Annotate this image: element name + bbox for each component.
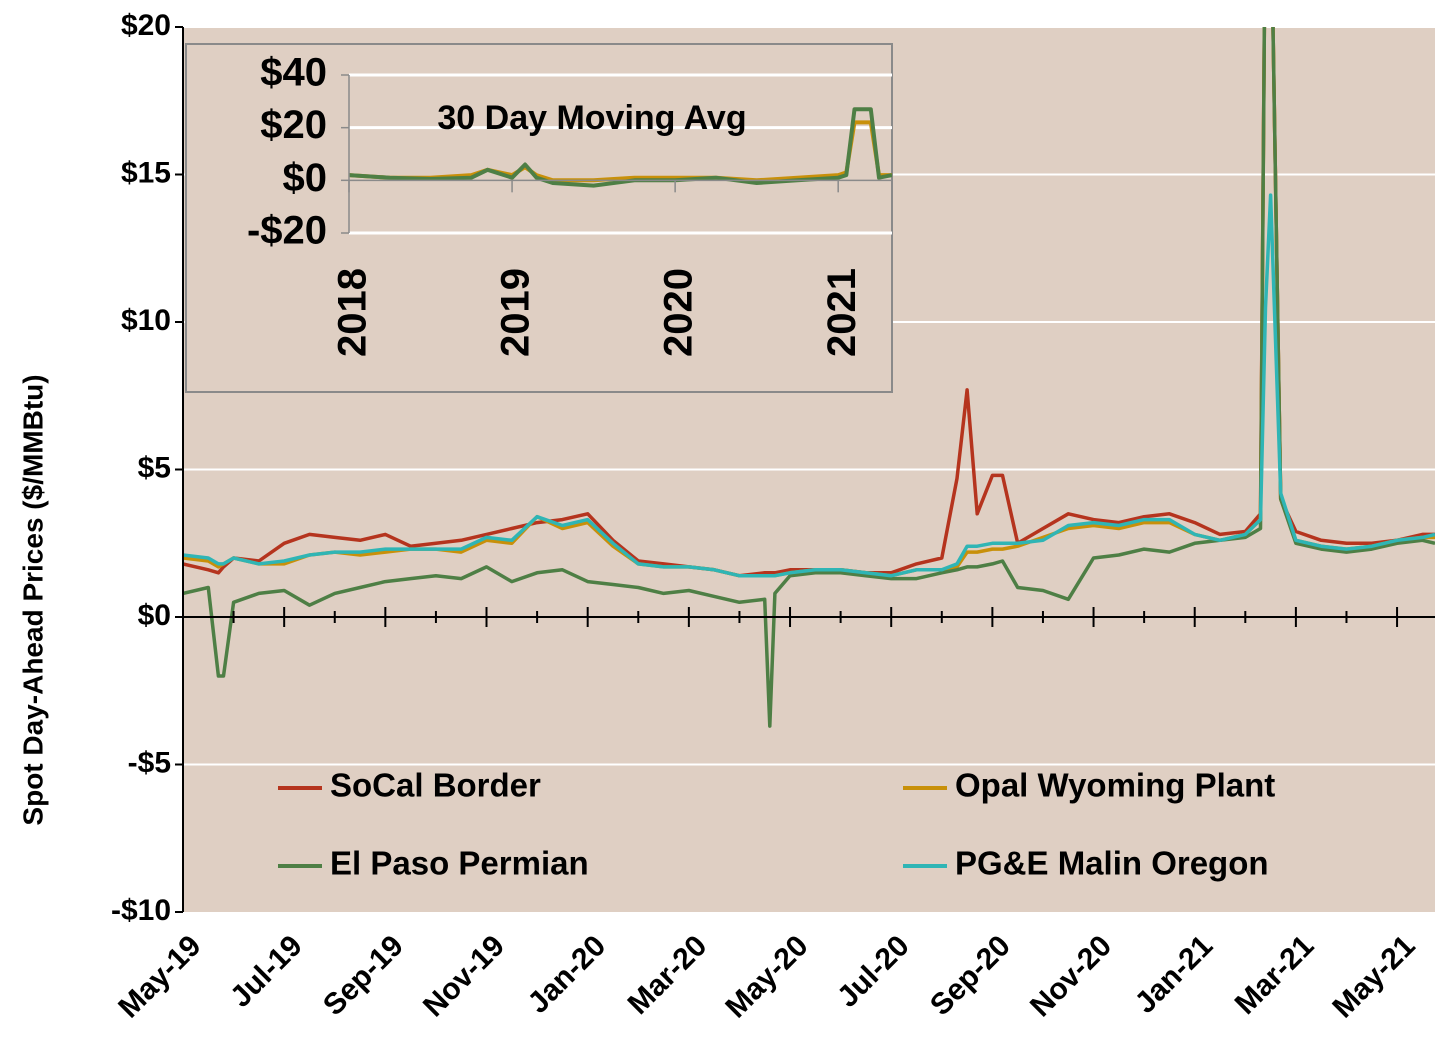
x-tick-label: 2021 (820, 268, 864, 357)
x-tick-label: Jan-20 (522, 929, 613, 1020)
x-tick-label: Sep-19 (317, 929, 410, 1022)
x-tick-label: Nov-20 (1024, 929, 1118, 1023)
y-tick-label: -$20 (247, 209, 327, 253)
x-tick-label: Jul-20 (831, 929, 916, 1014)
x-tick-label: 2020 (657, 268, 701, 357)
inset-frame (185, 43, 893, 393)
series-line (183, 193, 1435, 578)
y-tick-label: $20 (121, 9, 171, 42)
x-tick-label: Nov-19 (417, 929, 511, 1023)
y-axis-label: Spot Day-Ahead Prices ($/MMBtu) (17, 374, 48, 825)
series-line (183, 27, 1435, 728)
y-tick-label: $40 (260, 51, 327, 95)
x-tick-label: Sep-20 (924, 929, 1017, 1022)
y-tick-label: -$10 (111, 894, 171, 927)
x-tick-label: 2018 (331, 268, 375, 357)
x-tick-label: Jan-21 (1129, 929, 1220, 1020)
x-tick-label: May-21 (1326, 929, 1421, 1024)
x-tick-label: 2019 (494, 268, 538, 357)
inset-plot: -$20 $0 $20 $40 2018 2019 2020 2021 30 Day Movin… (247, 51, 892, 357)
y-tick-label: $20 (260, 103, 327, 147)
inset-title: 30 Day Moving Avg (437, 99, 746, 137)
y-tick-label: $0 (138, 599, 171, 632)
x-tick-label: Mar-21 (1229, 929, 1321, 1021)
y-tick-label: $10 (121, 304, 171, 337)
legend-label: PG&E Malin Oregon (955, 845, 1269, 882)
y-tick-label: $0 (283, 156, 328, 200)
legend-label: El Paso Permian (330, 845, 589, 882)
x-tick-label: May-19 (112, 929, 207, 1024)
y-tick-label: $5 (138, 451, 171, 484)
y-tick-label: -$5 (128, 746, 171, 779)
x-tick-label: Mar-20 (622, 929, 714, 1021)
x-tick-label: May-20 (719, 929, 814, 1024)
legend-label: SoCal Border (330, 767, 541, 804)
x-tick-label: Jul-19 (224, 929, 309, 1014)
y-tick-label: $15 (121, 156, 171, 189)
legend-label: Opal Wyoming Plant (955, 767, 1275, 804)
